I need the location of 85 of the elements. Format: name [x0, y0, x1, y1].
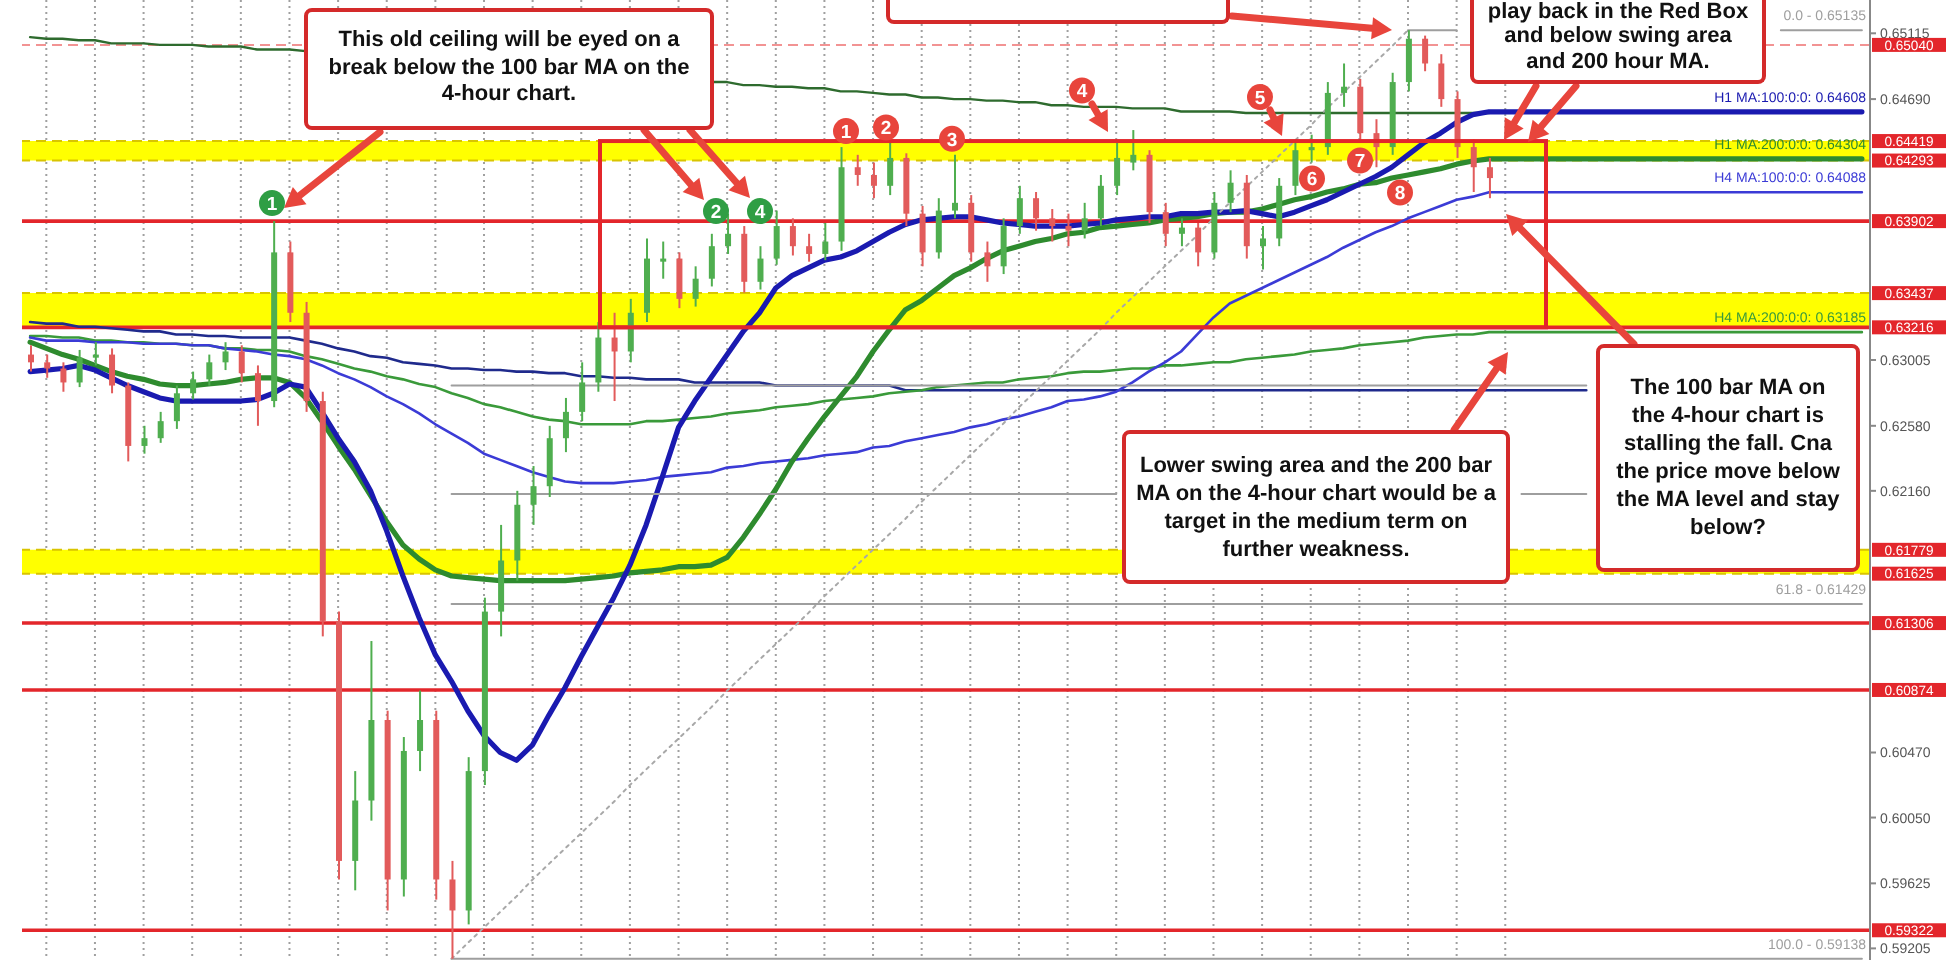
callout-box: play back in the Red Box and below swing area and 200 hour MA.	[1470, 0, 1766, 84]
candlestick	[449, 859, 456, 960]
candlestick	[1470, 138, 1477, 193]
annotation: 1	[840, 121, 853, 144]
candlestick	[1049, 208, 1056, 243]
candlestick	[1260, 225, 1266, 271]
candlestick	[935, 197, 942, 260]
candlestick	[1405, 29, 1412, 93]
candlestick	[157, 410, 164, 444]
candlestick	[562, 396, 569, 454]
annotation: 5	[1254, 87, 1267, 110]
candlestick	[870, 161, 877, 200]
candlestick	[530, 465, 537, 526]
candlestick	[1000, 217, 1007, 276]
annotation: 4	[1076, 81, 1089, 104]
candlestick	[1130, 129, 1137, 172]
candlestick	[773, 209, 780, 266]
candlestick	[1097, 173, 1104, 228]
candlestick	[984, 240, 991, 283]
annotation: 4	[754, 201, 767, 224]
candlestick	[206, 353, 213, 387]
candlestick	[238, 344, 245, 384]
candlestick	[741, 225, 748, 294]
candlestick	[1486, 156, 1493, 200]
candlestick	[1341, 62, 1348, 108]
candlestick	[757, 245, 764, 291]
candlestick	[1178, 217, 1185, 248]
candlestick	[1454, 90, 1461, 159]
candlestick	[611, 311, 618, 403]
candlestick	[1195, 221, 1202, 268]
candlestick	[1438, 53, 1445, 108]
candlestick	[222, 341, 229, 372]
candlestick	[1065, 212, 1072, 248]
annotation: This old ceiling will be eyed on a break below the 100 bar MA on the 4-hour chart.	[328, 28, 690, 110]
candlestick	[190, 370, 197, 401]
candlestick	[76, 348, 83, 389]
candlestick	[1292, 141, 1299, 197]
candlestick	[919, 204, 926, 268]
annotation: 3	[946, 129, 958, 152]
candlestick	[1357, 77, 1364, 144]
annotation: Lower swing area and the 200 bar MA on the 4-hour chart would be a target in the medium term on further weakness.	[1136, 451, 1496, 563]
annotation: 7	[1354, 151, 1366, 174]
candlestick	[692, 265, 699, 308]
candlestick	[1081, 201, 1088, 240]
candlestick	[173, 384, 180, 430]
candlestick	[660, 240, 667, 280]
candlestick	[1016, 184, 1023, 235]
annotation: 2	[710, 201, 722, 224]
candlestick	[546, 424, 553, 499]
candlestick	[676, 251, 683, 310]
annotation: 1	[266, 193, 279, 216]
candlestick	[854, 153, 861, 187]
annotation: 6	[1306, 169, 1318, 192]
candlestick	[60, 361, 67, 393]
candlestick	[708, 232, 715, 288]
candlestick	[44, 353, 51, 379]
candlestick	[417, 689, 424, 773]
candlestick	[806, 232, 813, 263]
candlestick	[1162, 201, 1169, 248]
candlestick	[92, 341, 99, 367]
line-series	[28, 320, 1588, 392]
annotation: play back in the Red Box and below swing area and 200 hour MA.	[1485, 0, 1751, 74]
callout-box: The 100 bar MA on the 4-hour chart is stalling the fall. Cna the price move below the MA level and stay below?	[1596, 344, 1860, 572]
candlestick	[822, 221, 829, 262]
candlestick	[109, 347, 116, 395]
candlestick	[952, 153, 958, 220]
annotation: The 100 bar MA on the 4-hour chart is stalling the fall. Cna the price move below the MA level and stay below?	[1616, 374, 1840, 542]
candlestick	[595, 321, 602, 393]
candlestick	[1033, 191, 1040, 232]
candlestick	[579, 361, 586, 423]
candlestick	[887, 141, 894, 197]
candlestick	[789, 217, 796, 257]
candlestick	[1422, 34, 1429, 73]
candlestick	[141, 424, 148, 455]
candlestick	[725, 212, 732, 255]
candlestick	[1308, 133, 1315, 164]
candlestick	[1114, 141, 1121, 197]
callout-box: Lower swing area and the 200 bar MA on the 4-hour chart would be a target in the medium term on further weakness.	[1122, 430, 1510, 584]
candlestick	[28, 344, 34, 373]
line-series	[27, 109, 1865, 763]
annotation: 2	[880, 118, 892, 141]
annotation: 8	[1394, 183, 1406, 206]
callout-box: This old ceiling will be eyed on a break below the 100 bar MA on the 4-hour chart.	[304, 8, 714, 130]
candlestick	[1227, 169, 1234, 214]
candlestick	[254, 364, 261, 427]
